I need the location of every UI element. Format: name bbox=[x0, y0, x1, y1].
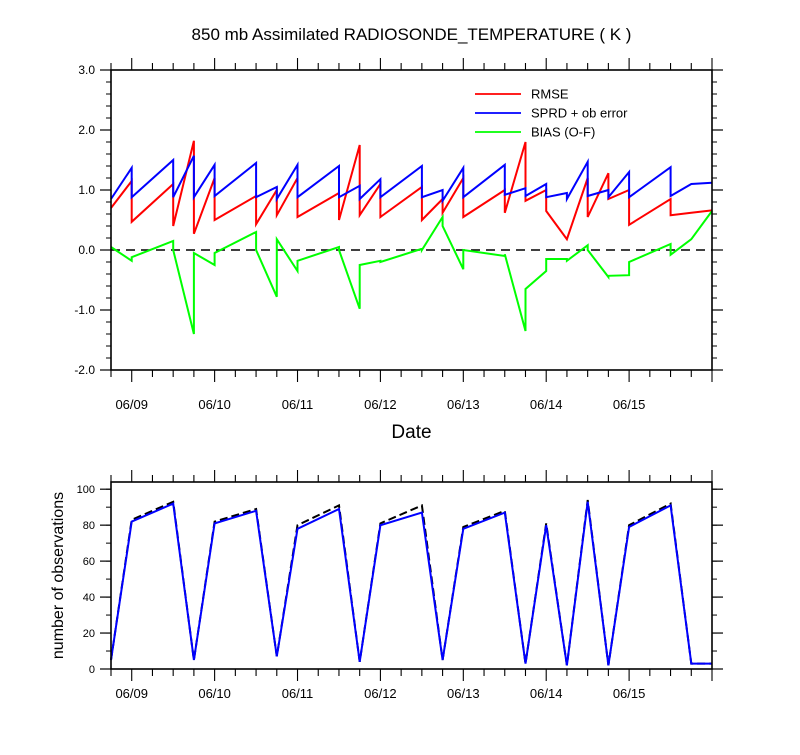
y-tick-label: 0.0 bbox=[78, 243, 95, 257]
x-tick-label: 06/12 bbox=[364, 397, 397, 412]
y-tick-label: 40 bbox=[83, 592, 95, 604]
y-tick-label: 0 bbox=[89, 664, 95, 676]
x-tick-label: 06/15 bbox=[613, 397, 646, 412]
y-tick-label: 3.0 bbox=[78, 63, 95, 77]
x-tick-label: 06/15 bbox=[613, 686, 646, 701]
y-axis-label: number of observations bbox=[50, 492, 67, 659]
series-line-rmse bbox=[110, 140, 713, 242]
y-tick-label: 20 bbox=[83, 628, 95, 640]
x-tick-label: 06/14 bbox=[530, 397, 563, 412]
plot-frame bbox=[110, 481, 713, 670]
x-tick-label: 06/14 bbox=[530, 686, 563, 701]
x-tick-label: 06/11 bbox=[282, 397, 314, 412]
x-tick-label: 06/13 bbox=[447, 686, 480, 701]
series-line-bias-o-f bbox=[110, 210, 713, 335]
x-tick-label: 06/09 bbox=[115, 686, 148, 701]
x-tick-label: 06/12 bbox=[364, 686, 397, 701]
x-tick-label: 06/10 bbox=[198, 686, 231, 701]
y-tick-label: 80 bbox=[83, 520, 95, 532]
x-axis-label: Date bbox=[391, 422, 431, 443]
legend: RMSE SPRD + ob error BIAS (O-F) bbox=[475, 87, 628, 140]
y-tick-label: -2.0 bbox=[74, 363, 95, 377]
y-tick-label: -1.0 bbox=[74, 303, 95, 317]
y-tick-label: 100 bbox=[77, 484, 95, 496]
legend-label: SPRD + ob error bbox=[531, 106, 628, 121]
panel-2: 0 20 40 60 80 100 06/09 06/10 06/11 06/12 06/13 06/… bbox=[50, 470, 723, 701]
y-tick-label: 1.0 bbox=[78, 183, 95, 197]
chart-title: 850 mb Assimilated RADIOSONDE_TEMPERATUR… bbox=[192, 25, 632, 44]
x-tick-label: 06/09 bbox=[115, 397, 148, 412]
series-line-sprd-ob-error bbox=[110, 155, 713, 205]
y-tick-label: 2.0 bbox=[78, 123, 95, 137]
series-line-assimilated-observations bbox=[110, 501, 712, 666]
legend-label: RMSE bbox=[531, 87, 569, 102]
x-tick-label: 06/10 bbox=[198, 397, 231, 412]
panel-1: 850 mb Assimilated RADIOSONDE_TEMPERATUR… bbox=[74, 25, 723, 443]
series-line-possible-observations bbox=[110, 499, 712, 666]
y-tick-label: 60 bbox=[83, 556, 95, 568]
x-tick-label: 06/13 bbox=[447, 397, 480, 412]
x-tick-label: 06/11 bbox=[282, 686, 314, 701]
plot-frame bbox=[110, 69, 713, 371]
legend-label: BIAS (O-F) bbox=[531, 125, 595, 140]
